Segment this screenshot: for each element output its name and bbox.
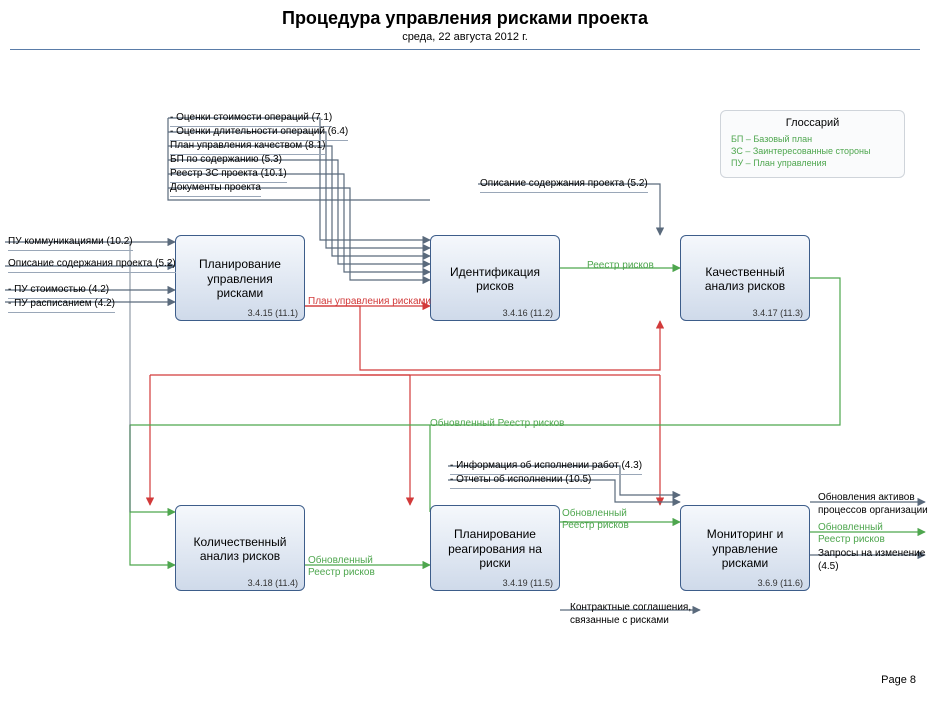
flow-label: Реестр ЗС проекта (10.1) [170, 168, 287, 183]
flow-label: ПУ коммуникациями (10.2) [8, 236, 133, 251]
page-number: Page 8 [881, 674, 916, 686]
node-label: Количественный анализ рисков [184, 535, 296, 564]
process-node: Качественный анализ рисков 3.4.17 (11.3) [680, 235, 810, 321]
flow-label: Описание содержания проекта (5.2) [8, 258, 176, 273]
node-label: Качественный анализ рисков [689, 265, 801, 294]
flow-label: Обновленный [818, 522, 883, 535]
page-subtitle: среда, 22 августа 2012 г. [0, 31, 930, 43]
flow-label: БП по содержанию (5.3) [170, 154, 282, 169]
flow-label: План управления качеством (8.1) [170, 140, 325, 155]
flow-label: Реестр рисков [308, 567, 375, 580]
diagram-canvas: Планирование управления рисками 3.4.15 (1… [0, 50, 930, 690]
process-node: Количественный анализ рисков 3.4.18 (11.4… [175, 505, 305, 591]
glossary-line: ПУ – План управления [731, 157, 894, 169]
flow-label: Реестр рисков [818, 534, 885, 547]
flow-label: - Отчеты об исполнении (10.5) [450, 474, 591, 489]
flow-label: Описание содержания проекта (5.2) [480, 178, 648, 193]
glossary-line: ЗС – Заинтересованные стороны [731, 145, 894, 157]
flow-label: - Оценки стоимости операций (7.1) [170, 112, 332, 127]
flow-label: Документы проекта [170, 182, 261, 197]
flow-label: (4.5) [818, 561, 839, 574]
node-label: Мониторинг и управление рисками [689, 527, 801, 570]
flow-label: - ПУ стоимостью (4.2) [8, 284, 109, 299]
flow-label: План управления рисками [308, 296, 431, 309]
flow-label: Обновления активов [818, 492, 915, 505]
node-caption: 3.6.9 (11.6) [758, 578, 803, 588]
node-caption: 3.4.19 (11.5) [503, 578, 553, 588]
node-label: Идентификация рисков [439, 265, 551, 294]
node-label: Планирование управления рисками [184, 257, 296, 300]
process-node: Идентификация рисков 3.4.16 (11.2) [430, 235, 560, 321]
node-caption: 3.4.16 (11.2) [503, 308, 553, 318]
glossary-title: Глоссарий [731, 117, 894, 129]
flow-label: - Информация об исполнении работ (4.3) [450, 460, 642, 475]
flow-label: - ПУ расписанием (4.2) [8, 298, 115, 313]
node-caption: 3.4.15 (11.1) [248, 308, 298, 318]
process-node: Планирование управления рисками 3.4.15 (1… [175, 235, 305, 321]
flow-label: Реестр рисков [587, 260, 654, 273]
flow-label: Реестр рисков [562, 520, 629, 533]
glossary-line: БП – Базовый план [731, 133, 894, 145]
node-caption: 3.4.17 (11.3) [753, 308, 803, 318]
flow-label: Обновленный Реестр рисков [430, 418, 564, 431]
page-title: Процедура управления рисками проекта [0, 8, 930, 29]
process-node: Планирование реагирования на риски 3.4.19… [430, 505, 560, 591]
flow-label: Обновленный [308, 555, 373, 568]
flow-label: процессов организации [818, 505, 928, 518]
node-label: Планирование реагирования на риски [439, 527, 551, 570]
flow-label: Запросы на изменение [818, 548, 925, 561]
flow-label: связанные с рисками [570, 615, 669, 628]
flow-label: Контрактные соглашения, [570, 602, 691, 615]
flow-label: - Оценки длительности операций (6.4) [170, 126, 348, 141]
glossary-box: Глоссарий БП – Базовый планЗС – Заинтере… [720, 110, 905, 178]
node-caption: 3.4.18 (11.4) [248, 578, 298, 588]
process-node: Мониторинг и управление рисками 3.6.9 (11… [680, 505, 810, 591]
flow-label: Обновленный [562, 508, 627, 521]
